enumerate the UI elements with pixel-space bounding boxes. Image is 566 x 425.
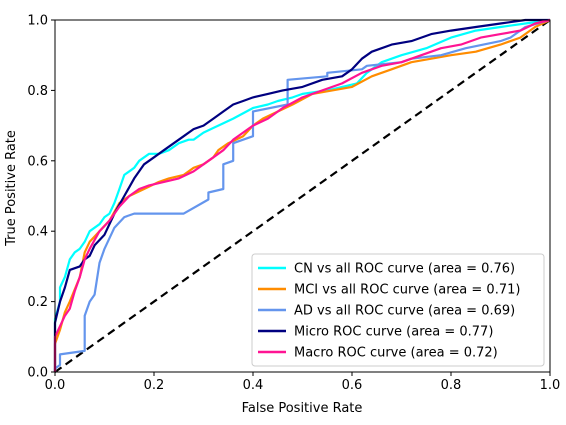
x-tick-label: 0.8 bbox=[441, 378, 462, 393]
legend-label: Micro ROC curve (area = 0.77) bbox=[294, 325, 493, 340]
y-tick-label: 0.0 bbox=[27, 366, 48, 381]
x-tick-label: 0.0 bbox=[45, 378, 66, 393]
axes-frame bbox=[54, 19, 551, 373]
x-tick-label: 1.0 bbox=[540, 378, 561, 393]
legend-label: MCI vs all ROC curve (area = 0.71) bbox=[294, 283, 520, 298]
series-line-3 bbox=[53, 18, 550, 372]
plot-area: 0.0 0.2 0.4 0.6 0.8 1.0 0.0 0.2 0.4 0.6 0.8 1.0 bbox=[27, 14, 560, 394]
legend: CN vs all ROC curve (area = 0.76) MCI vs … bbox=[251, 253, 545, 367]
y-tick-label: 0.4 bbox=[27, 225, 48, 240]
y-tick-label: 0.8 bbox=[27, 84, 48, 99]
series-line-1 bbox=[53, 19, 551, 372]
legend-label: CN vs all ROC curve (area = 0.76) bbox=[294, 262, 515, 277]
y-tick-label: 0.2 bbox=[27, 295, 48, 310]
x-tick-label: 0.6 bbox=[342, 378, 363, 393]
x-tick-label: 0.2 bbox=[144, 378, 165, 393]
x-axis-label: False Positive Rate bbox=[242, 401, 363, 416]
y-tick-label: 0.6 bbox=[27, 154, 48, 169]
chance-diagonal-line bbox=[54, 19, 551, 373]
legend-box bbox=[251, 253, 545, 367]
legend-label: AD vs all ROC curve (area = 0.69) bbox=[294, 304, 515, 319]
y-tick-label: 1.0 bbox=[27, 14, 48, 29]
y-axis-label: True Positive Rate bbox=[4, 130, 19, 247]
legend-label: Macro ROC curve (area = 0.72) bbox=[294, 346, 498, 361]
x-tick-label: 0.4 bbox=[243, 378, 264, 393]
series-line-4 bbox=[53, 18, 551, 372]
